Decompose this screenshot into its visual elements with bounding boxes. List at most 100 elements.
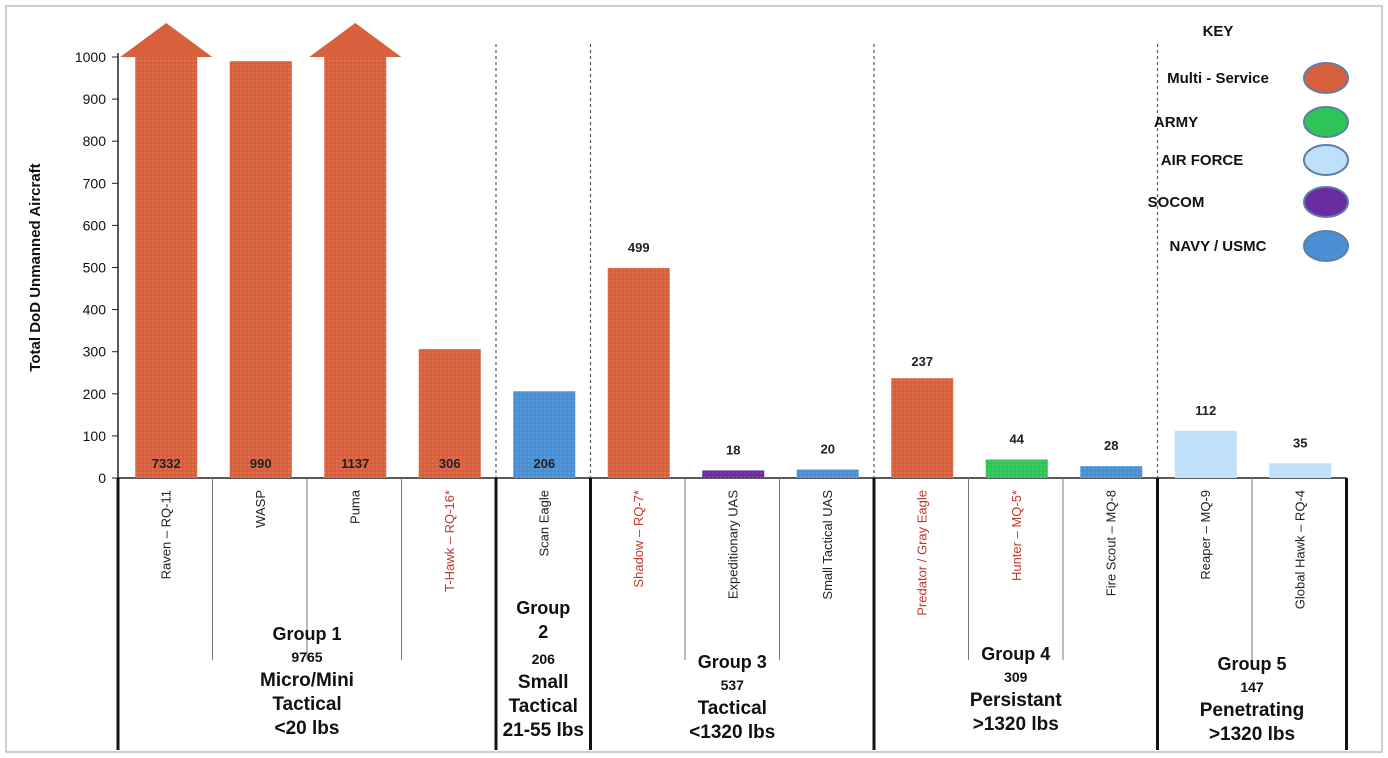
bar-texture [324, 57, 387, 478]
legend-item: SOCOM [1148, 186, 1349, 218]
bar-value-label: 7332 [152, 456, 181, 471]
group-description: >1320 lbs [973, 714, 1059, 735]
group-label: Group 2 206 Small Tactical 21-55 lbs [503, 598, 584, 741]
bar-texture [796, 469, 859, 478]
category-label: Expeditionary UAS [725, 490, 740, 599]
bar-value-label: 237 [911, 354, 933, 369]
bar-value-label: 499 [628, 240, 650, 255]
legend-item: ARMY [1154, 106, 1349, 138]
group-name: Group 1 [272, 624, 341, 644]
group-name: Group 4 [981, 644, 1050, 664]
group-description: Tactical [698, 698, 767, 719]
bar-texture [1080, 466, 1143, 478]
bar-group: 1137 [309, 23, 402, 478]
category-label: T-Hawk – RQ-16* [442, 490, 457, 592]
legend-label: SOCOM [1148, 194, 1205, 211]
category-label: Raven – RQ-11 [158, 490, 173, 579]
y-tick-label: 500 [83, 260, 107, 276]
legend-item: Multi - Service [1167, 62, 1349, 94]
group-description: Penetrating [1200, 700, 1305, 721]
category-label: Scan Eagle [536, 490, 551, 557]
category-label: Small Tactical UAS [820, 490, 835, 600]
group-description: 21-55 lbs [503, 720, 584, 741]
bar-texture [418, 349, 481, 478]
bar-value-label: 990 [250, 456, 272, 471]
bar-group: 44 [985, 431, 1048, 478]
category-label: Hunter – MQ-5* [1009, 490, 1024, 581]
legend-swatch [1303, 106, 1349, 138]
y-tick-label: 0 [98, 470, 106, 486]
bar-texture [891, 378, 954, 478]
group-label: Group 1 9765 Micro/Mini Tactical <20 lbs [260, 624, 354, 739]
group-name: 2 [538, 622, 548, 642]
bar-texture [135, 57, 198, 478]
legend-label: AIR FORCE [1161, 152, 1244, 169]
group-count: 206 [532, 651, 556, 667]
y-tick-label: 600 [83, 217, 107, 233]
group-count: 9765 [291, 649, 322, 665]
bar-value-label: 112 [1195, 403, 1216, 418]
group-description: <1320 lbs [689, 722, 775, 743]
legend-label: ARMY [1154, 114, 1198, 131]
y-tick-label: 400 [83, 302, 107, 318]
bar-value-label: 206 [533, 456, 555, 471]
bar-texture [513, 391, 576, 478]
category-label: Global Hawk – RQ-4 [1292, 490, 1307, 609]
group-count: 537 [721, 677, 745, 693]
bar-value-label: 18 [726, 442, 740, 457]
legend-label: Multi - Service [1167, 70, 1269, 87]
bar-overflow-arrow [309, 23, 402, 57]
category-label: Shadow – RQ-7* [631, 490, 646, 588]
y-tick-label: 200 [83, 386, 107, 402]
legend-item: AIR FORCE [1161, 144, 1349, 176]
group-name: Group [516, 598, 570, 618]
category-label: WASP [253, 490, 268, 528]
group-label: Group 3 537 Tactical <1320 lbs [689, 652, 775, 743]
legend-swatch [1303, 186, 1349, 218]
y-tick-label: 100 [83, 428, 107, 444]
group-count: 309 [1004, 669, 1028, 685]
bar-overflow-arrow [120, 23, 213, 57]
bar-group: 499 [607, 240, 670, 478]
group-label: Group 5 147 Penetrating >1320 lbs [1200, 654, 1305, 745]
y-tick-label: 700 [83, 175, 107, 191]
bar-group: 112 [1174, 403, 1237, 478]
group-description: Small [518, 672, 569, 693]
group-description: Micro/Mini [260, 670, 354, 691]
bar-group: 990 [229, 61, 292, 479]
legend-label: NAVY / USMC [1170, 238, 1267, 255]
group-description: Tactical [272, 694, 341, 715]
category-label: Predator / Gray Eagle [914, 490, 929, 616]
bar-texture [1269, 463, 1332, 478]
bar-value-label: 306 [439, 456, 461, 471]
legend-swatch [1303, 62, 1349, 94]
bar-group: 28 [1080, 438, 1143, 478]
bar-texture [985, 459, 1048, 478]
legend-item: NAVY / USMC [1170, 230, 1349, 262]
bar-group: 35 [1269, 435, 1332, 478]
legend-swatch [1303, 230, 1349, 262]
group-description: <20 lbs [275, 718, 340, 739]
bar-group: 7332 [120, 23, 213, 478]
group-description: >1320 lbs [1209, 724, 1295, 745]
y-tick-label: 1000 [75, 49, 106, 65]
category-label: Reaper – MQ-9 [1198, 490, 1213, 580]
y-tick-label: 800 [83, 133, 107, 149]
y-axis-title: Total DoD Unmanned Aircraft [27, 163, 44, 371]
bar-group: 20 [796, 442, 859, 478]
bar-group: 18 [702, 442, 765, 478]
legend-title: KEY [1203, 23, 1234, 40]
bar-value-label: 44 [1010, 431, 1025, 446]
group-description: Persistant [970, 690, 1063, 711]
bar-value-label: 28 [1104, 438, 1118, 453]
y-tick-label: 300 [83, 344, 107, 360]
y-tick-label: 900 [83, 91, 107, 107]
legend-swatch [1303, 144, 1349, 176]
group-label: Group 4 309 Persistant >1320 lbs [970, 644, 1063, 735]
category-label: Puma [347, 489, 362, 524]
category-label: Fire Scout – MQ-8 [1103, 490, 1118, 596]
bar-group: 306 [418, 349, 481, 478]
group-count: 147 [1240, 679, 1264, 695]
